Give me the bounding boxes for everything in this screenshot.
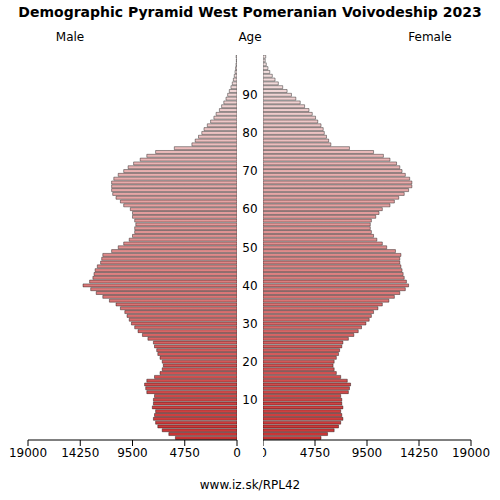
- svg-text:40: 40: [242, 279, 257, 293]
- html-text:Age: Age: [238, 30, 262, 44]
- svg-text:4750: 4750: [300, 446, 331, 460]
- svg-text:19000: 19000: [452, 446, 490, 460]
- html-text:Demographic Pyramid West Pomer: Demographic Pyramid West Pomeranian Voiv…: [18, 4, 482, 20]
- svg-text:70: 70: [242, 164, 257, 178]
- html-text:Male: Male: [55, 30, 85, 44]
- svg-text:50: 50: [242, 241, 257, 255]
- svg-text:90: 90: [242, 88, 257, 102]
- svg-text:0: 0: [263, 446, 267, 460]
- svg-text:20: 20: [242, 355, 257, 369]
- svg-text:60: 60: [242, 202, 257, 216]
- svg-text:14250: 14250: [61, 446, 99, 460]
- svg-text:30: 30: [242, 317, 257, 331]
- svg-text:4750: 4750: [169, 446, 200, 460]
- svg-text:9500: 9500: [352, 446, 383, 460]
- html-text:Female: Female: [408, 30, 452, 44]
- svg-text:19000: 19000: [9, 446, 47, 460]
- svg-text:9500: 9500: [117, 446, 148, 460]
- svg-text:14250: 14250: [400, 446, 438, 460]
- svg-text:10: 10: [242, 393, 257, 407]
- svg-text:80: 80: [242, 126, 257, 140]
- html-text:www.iz.sk/RPL42: www.iz.sk/RPL42: [199, 478, 301, 492]
- svg-text:0: 0: [233, 446, 241, 460]
